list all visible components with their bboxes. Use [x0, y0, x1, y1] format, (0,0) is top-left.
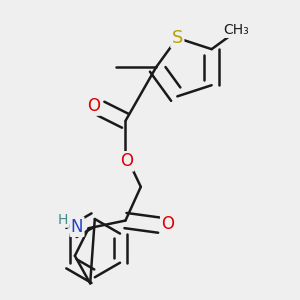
Text: CH₃: CH₃ — [223, 23, 249, 37]
Text: H: H — [58, 213, 68, 226]
Text: N: N — [71, 218, 83, 236]
Text: O: O — [87, 97, 100, 115]
Text: O: O — [120, 152, 133, 170]
Text: O: O — [161, 215, 174, 233]
Text: S: S — [172, 29, 183, 47]
